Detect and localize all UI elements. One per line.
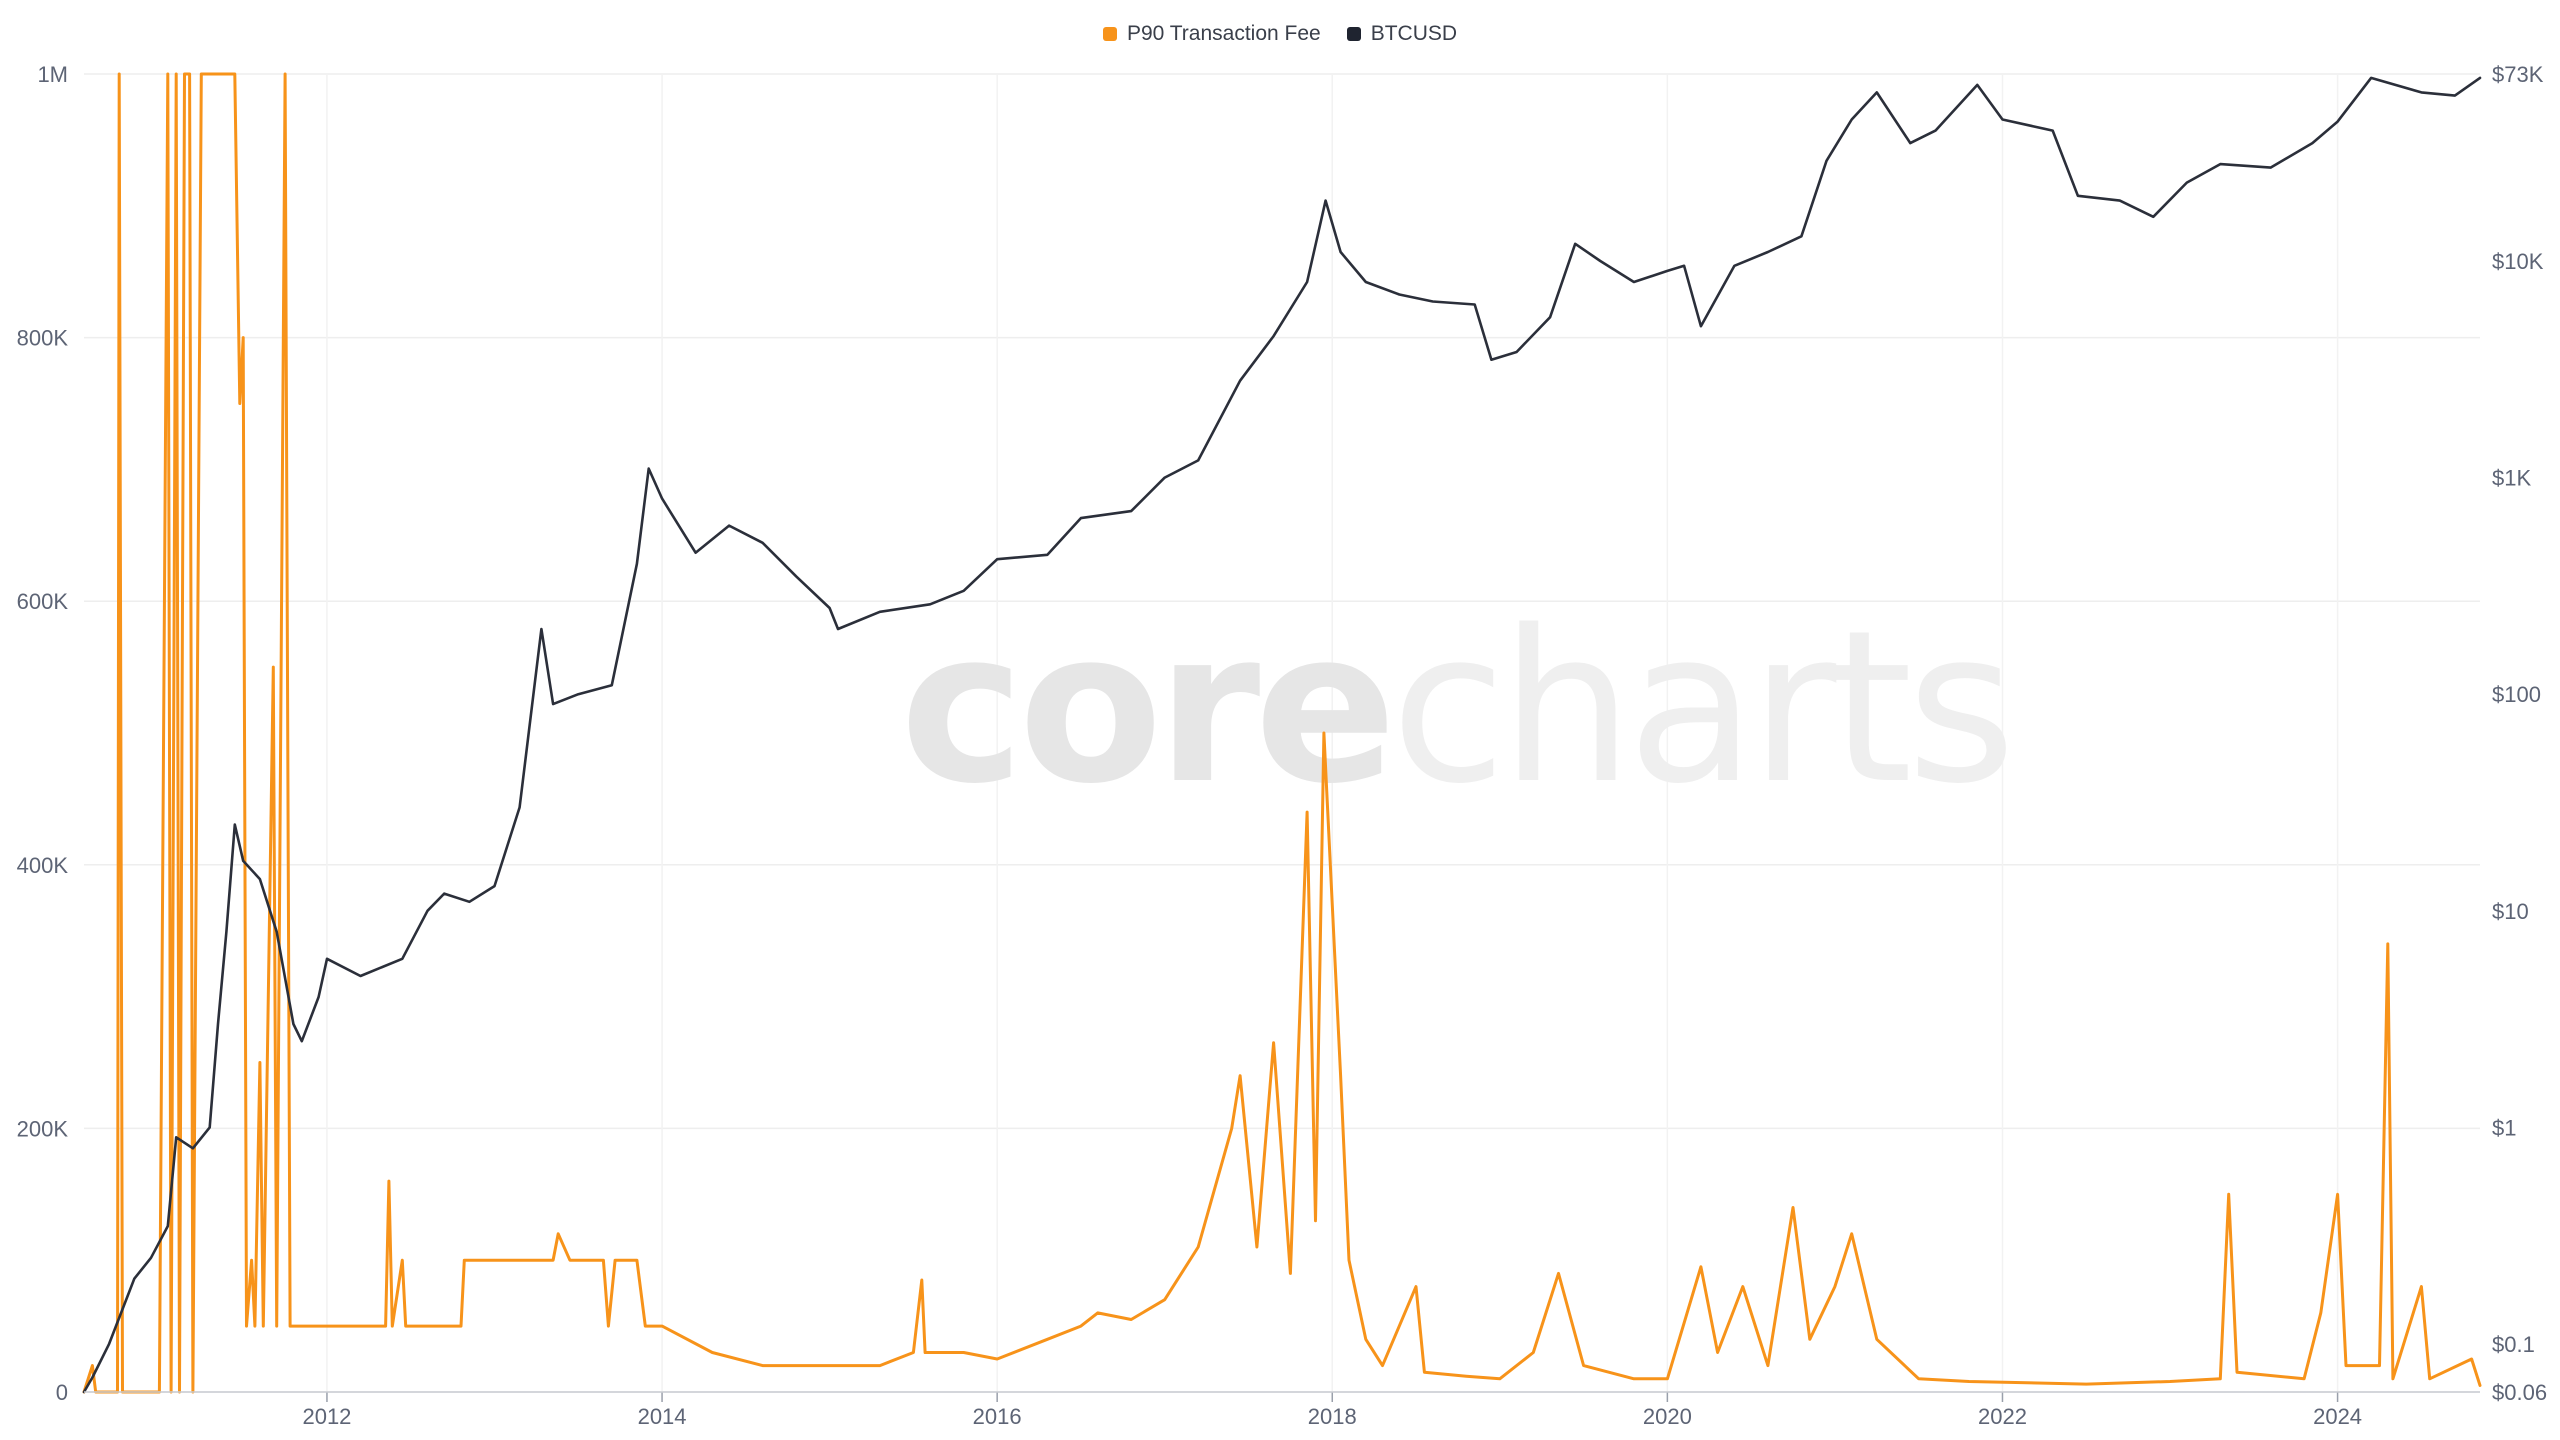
axis-layer: 0 200K 400K 600K 800K 1M 2012 2014 2016 2018 2020 2… [17, 62, 2547, 1429]
y-right-tick-label: $73K [2492, 62, 2544, 87]
x-tick-label: 2012 [302, 1404, 351, 1429]
legend-label-btcusd: BTCUSD [1370, 22, 1458, 45]
watermark-charts: charts [1391, 585, 2010, 830]
series-layer [82, 72, 2482, 1394]
x-tick-label: 2020 [1643, 1404, 1692, 1429]
watermark-core: core [900, 585, 1391, 830]
x-tick-label: 2016 [973, 1404, 1022, 1429]
y-right-tick-label: $10K [2492, 249, 2544, 274]
x-tick-label: 2014 [638, 1404, 687, 1429]
y-left-tick-label: 400K [17, 853, 69, 878]
chart-legend: P90 Transaction Fee BTCUSD [0, 22, 2560, 46]
legend-swatch-fee [1102, 27, 1117, 41]
y-right-tick-label: $10 [2492, 899, 2529, 924]
y-left-tick-label: 1M [37, 62, 68, 87]
y-right-tick-label: $100 [2492, 682, 2541, 707]
x-tick-label: 2022 [1978, 1404, 2027, 1429]
x-tick-label: 2024 [2313, 1404, 2362, 1429]
watermark: corecharts [900, 585, 2010, 830]
y-left-tick-label: 600K [17, 589, 69, 614]
legend-swatch-btcusd [1346, 27, 1361, 41]
y-left-tick-label: 200K [17, 1116, 69, 1141]
y-right-tick-label: $1 [2492, 1115, 2516, 1140]
series-line-p90-fee [82, 72, 2482, 1394]
grid [84, 73, 2480, 1393]
y-right-tick-label: $0.06 [2492, 1380, 2547, 1405]
legend-item-fee[interactable]: P90 Transaction Fee [1102, 22, 1321, 46]
legend-item-btcusd[interactable]: BTCUSD [1346, 22, 1458, 46]
legend-label-fee: P90 Transaction Fee [1126, 22, 1321, 45]
x-tick-label: 2018 [1308, 1404, 1357, 1429]
y-right-tick-label: $1K [2492, 466, 2531, 491]
y-left-tick-label: 800K [17, 326, 69, 351]
y-right-tick-label: $0.1 [2492, 1332, 2535, 1357]
y-left-tick-label: 0 [56, 1380, 68, 1405]
series-line-btcusd [82, 76, 2482, 1394]
